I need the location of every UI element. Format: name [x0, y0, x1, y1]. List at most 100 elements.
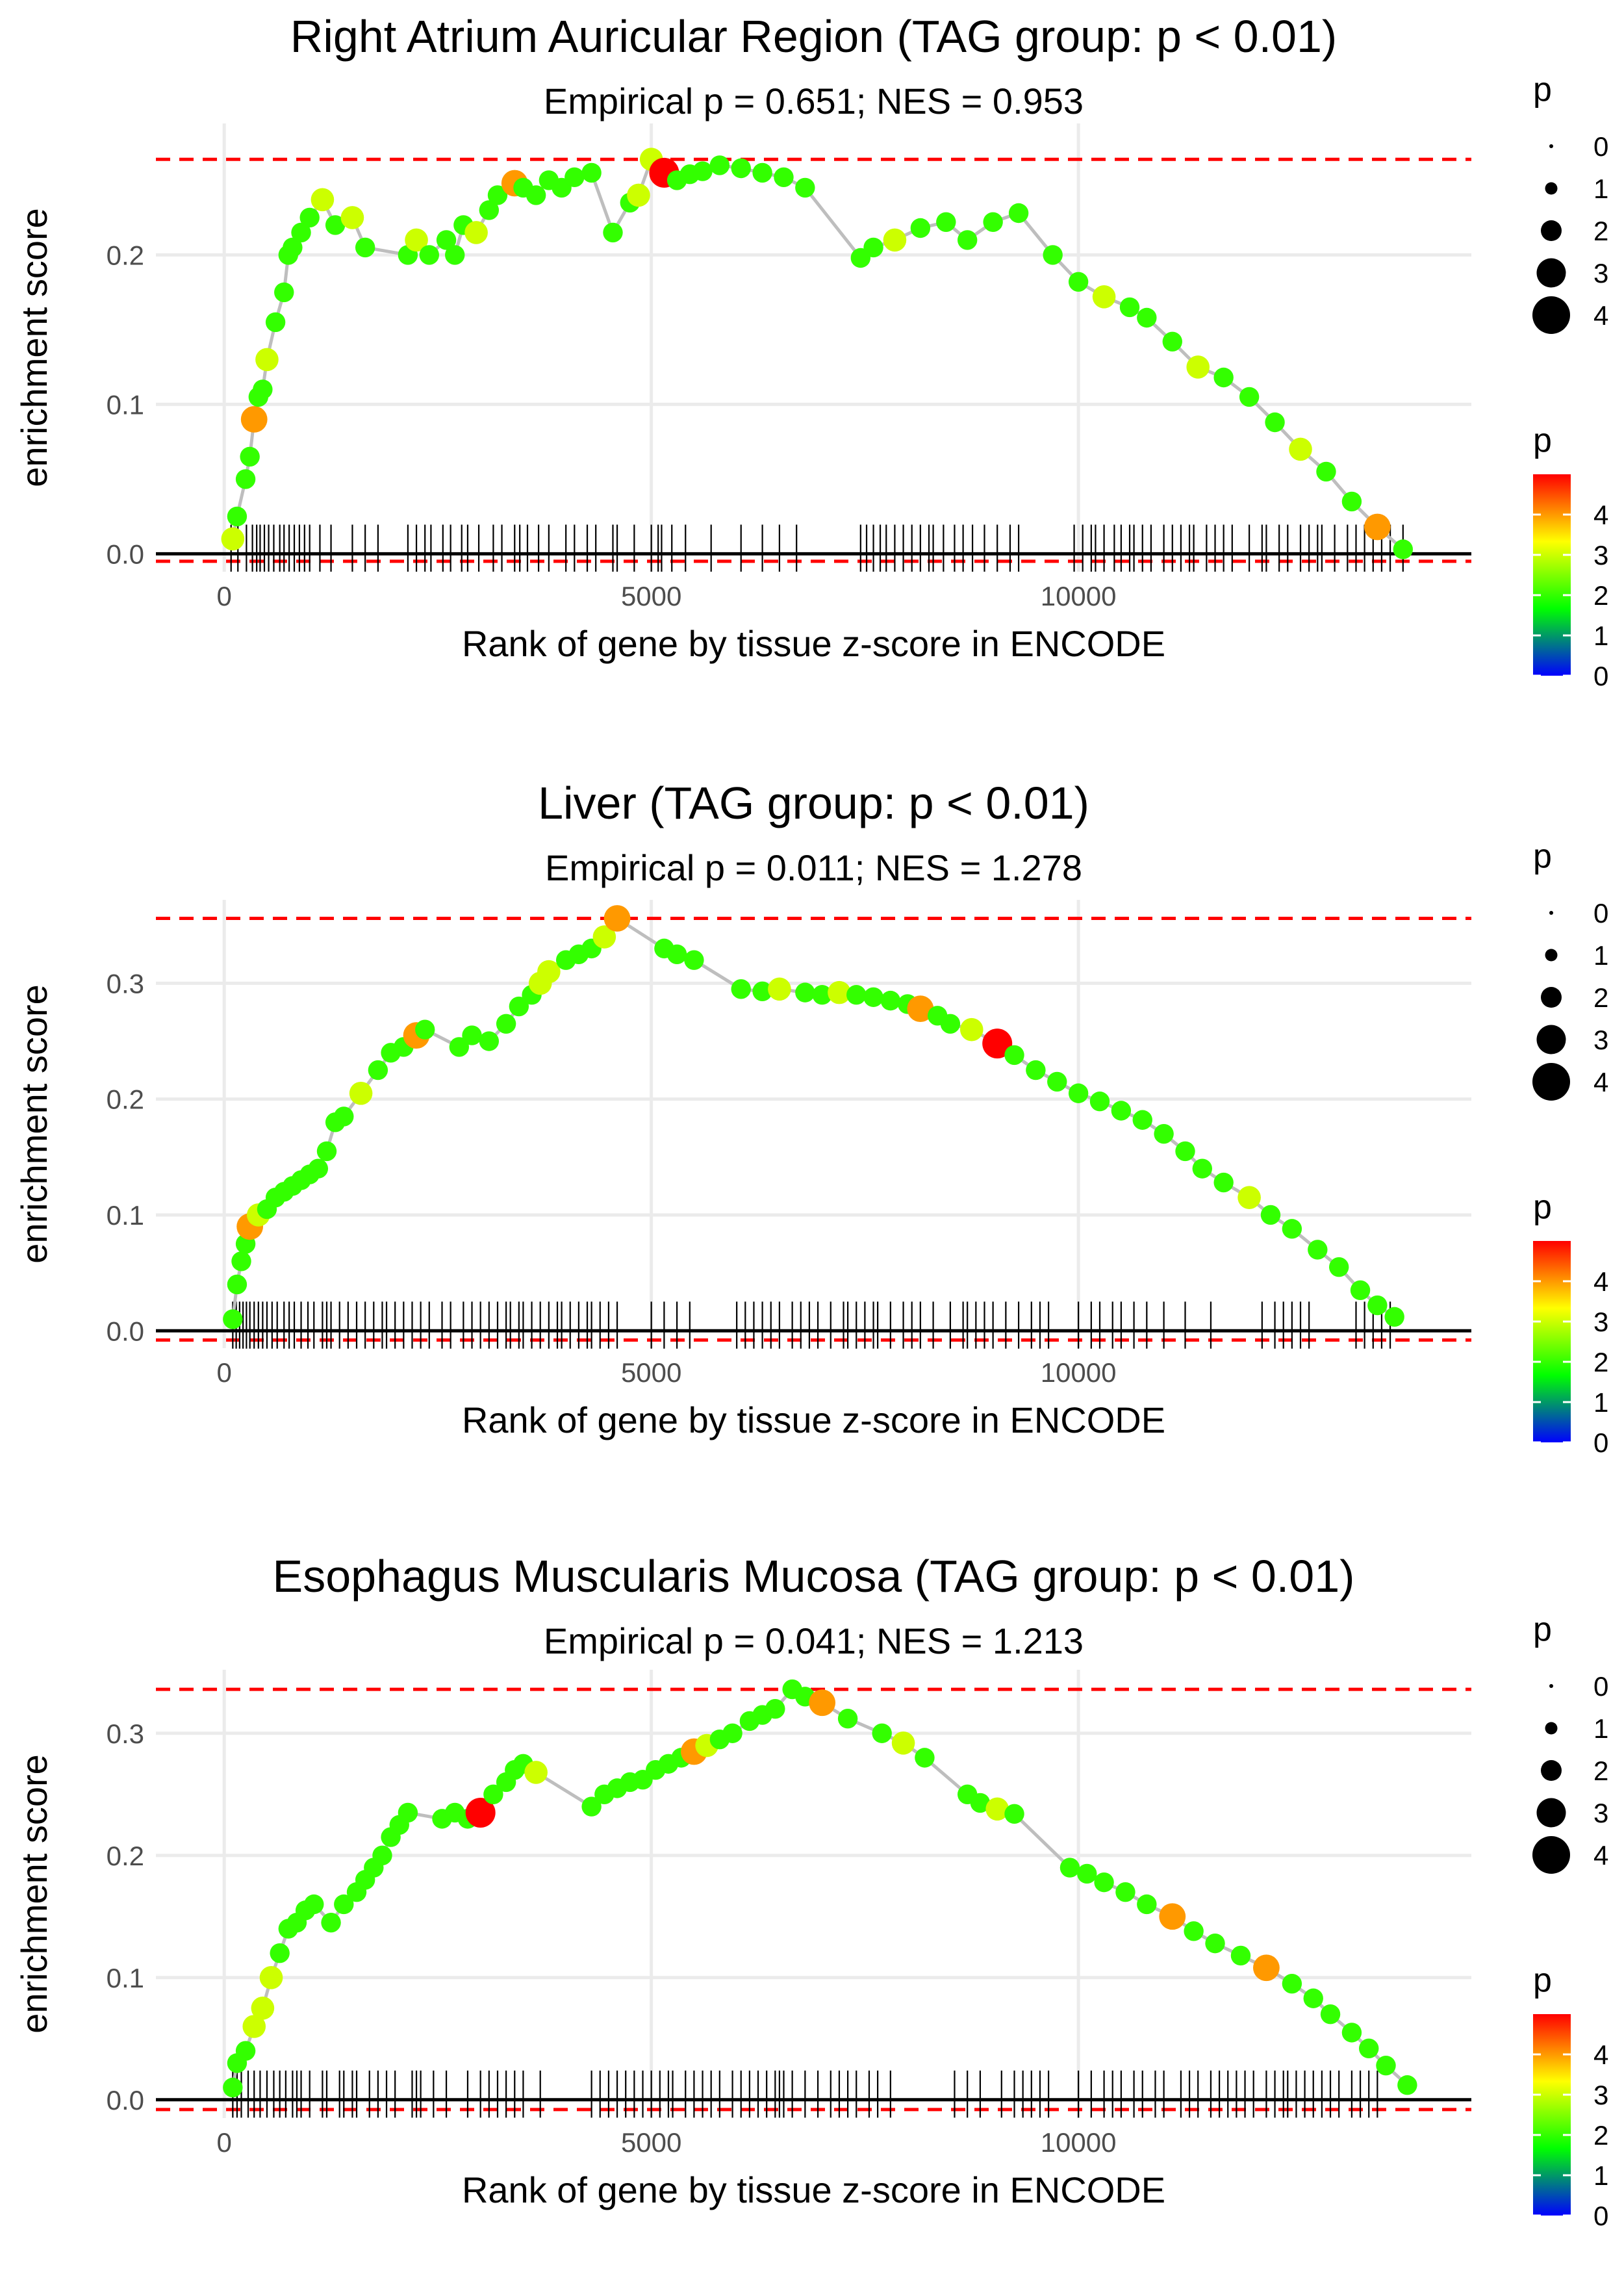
size-legend-label: 0: [1593, 898, 1608, 928]
enrichment-point: [334, 1894, 354, 1915]
enrichment-point: [666, 944, 687, 964]
x-tick-label: 0: [217, 2127, 232, 2158]
size-legend-key: [1549, 911, 1553, 915]
enrichment-point: [1213, 367, 1234, 388]
enrichment-point: [316, 1141, 337, 1162]
size-legend-label: 2: [1593, 216, 1608, 246]
size-legend-label: 2: [1593, 1756, 1608, 1786]
chart-subtitle: Empirical p = 0.041; NES = 1.213: [544, 1620, 1084, 1661]
chart-subtitle: Empirical p = 0.011; NES = 1.278: [545, 847, 1082, 888]
enrichment-point: [1132, 1110, 1152, 1130]
enrichment-point: [1384, 1307, 1404, 1327]
enrichment-point: [1059, 1858, 1080, 1878]
enrichment-point: [795, 177, 815, 198]
enrichment-point: [483, 1784, 503, 1804]
enrichment-point: [251, 1996, 275, 2020]
enrichment-point: [1162, 331, 1182, 351]
enrichment-point: [1237, 1186, 1261, 1210]
enrichment-point: [496, 1014, 516, 1034]
enrichment-point: [812, 985, 832, 1005]
enrichment-point: [415, 1019, 435, 1040]
enrichment-point: [709, 155, 730, 175]
color-legend-bar: [1533, 2014, 1571, 2216]
y-axis-label: enrichment score: [14, 1754, 55, 2034]
y-tick-label: 0.2: [107, 1084, 144, 1115]
enrichment-point: [768, 977, 791, 1001]
size-legend-label: 4: [1593, 1067, 1608, 1097]
enrichment-point: [1230, 1945, 1251, 1966]
size-legend-key: [1536, 1025, 1566, 1054]
enrichment-point: [1393, 539, 1414, 559]
enrichment-point: [722, 1723, 742, 1743]
enrichment-point: [957, 230, 978, 250]
enrichment-point: [509, 996, 529, 1017]
enrichment-point: [883, 228, 907, 252]
enrichment-point: [368, 1060, 388, 1080]
chart-title: Right Atrium Auricular Region (TAG group…: [290, 11, 1337, 62]
y-tick-label: 0.1: [107, 389, 144, 420]
color-legend-label: 2: [1593, 1347, 1608, 1377]
size-legend-key: [1549, 1684, 1553, 1688]
enrichment-point: [765, 1698, 785, 1719]
enrichment-point: [340, 206, 364, 229]
enrichment-point: [231, 1251, 251, 1271]
enrichment-point: [1341, 491, 1362, 512]
enrichment-point: [936, 212, 956, 232]
enrichment-point: [1111, 1101, 1132, 1121]
enrichment-point: [274, 282, 294, 303]
enrichment-point: [910, 218, 931, 238]
enrichment-point: [299, 207, 320, 228]
enrichment-point: [1184, 1921, 1204, 1941]
enrichment-point: [445, 245, 465, 265]
enrichment-point: [1289, 437, 1312, 461]
enrichment-point: [1004, 1804, 1024, 1824]
chart-title: Liver (TAG group: p < 0.01): [538, 778, 1089, 828]
enrichment-point: [565, 167, 585, 187]
enrichment-point: [524, 1761, 548, 1784]
enrichment-point: [255, 348, 279, 372]
size-legend-label: 1: [1593, 173, 1608, 204]
enrichment-point: [325, 215, 346, 235]
enrichment-point: [1077, 1863, 1097, 1884]
y-tick-label: 0.0: [107, 1316, 144, 1346]
enrichment-point: [1089, 1092, 1110, 1112]
color-legend-label: 2: [1593, 580, 1608, 611]
size-legend-key: [1541, 220, 1562, 241]
enrichment-point: [1192, 1158, 1212, 1179]
enrichment-point: [449, 1037, 470, 1057]
size-legend-label: 0: [1593, 131, 1608, 162]
enrichment-point: [419, 245, 439, 265]
chart-subtitle: Empirical p = 0.651; NES = 0.953: [544, 81, 1084, 121]
enrichment-point: [1282, 1973, 1302, 1994]
color-legend-label: 3: [1593, 2080, 1608, 2110]
enrichment-point: [731, 158, 751, 179]
x-tick-label: 5000: [621, 2127, 681, 2158]
enrichment-point: [1043, 245, 1063, 265]
enrichment-point: [581, 162, 602, 183]
enrichment-point: [692, 161, 713, 181]
enrichment-point: [311, 188, 335, 212]
x-tick-label: 10000: [1041, 581, 1117, 611]
enrichment-point: [223, 1309, 243, 1329]
enrichment-point: [1137, 1894, 1157, 1915]
enrichment-point: [1115, 1882, 1136, 1902]
chart-title: Esophagus Muscularis Mucosa (TAG group: …: [273, 1551, 1355, 1602]
enrichment-point: [308, 1158, 329, 1179]
size-legend-label: 3: [1593, 1025, 1608, 1055]
enrichment-point: [259, 1965, 283, 1989]
enrichment-point: [891, 1731, 915, 1755]
size-legend-key: [1536, 1798, 1566, 1828]
enrichment-point: [1341, 2023, 1362, 2043]
enrichment-point: [1119, 297, 1140, 318]
enrichment-point: [774, 167, 794, 187]
color-legend-bar: [1533, 1241, 1571, 1442]
enrichment-point: [752, 162, 772, 183]
enrichment-point: [1213, 1172, 1234, 1193]
enrichment-point: [487, 185, 508, 205]
size-legend-label: 1: [1593, 940, 1608, 971]
enrichment-point: [355, 237, 375, 258]
x-tick-label: 10000: [1041, 2127, 1117, 2158]
enrichment-point: [940, 1014, 961, 1034]
enrichment-point: [1376, 2055, 1396, 2076]
color-legend-label: 1: [1593, 2160, 1608, 2191]
